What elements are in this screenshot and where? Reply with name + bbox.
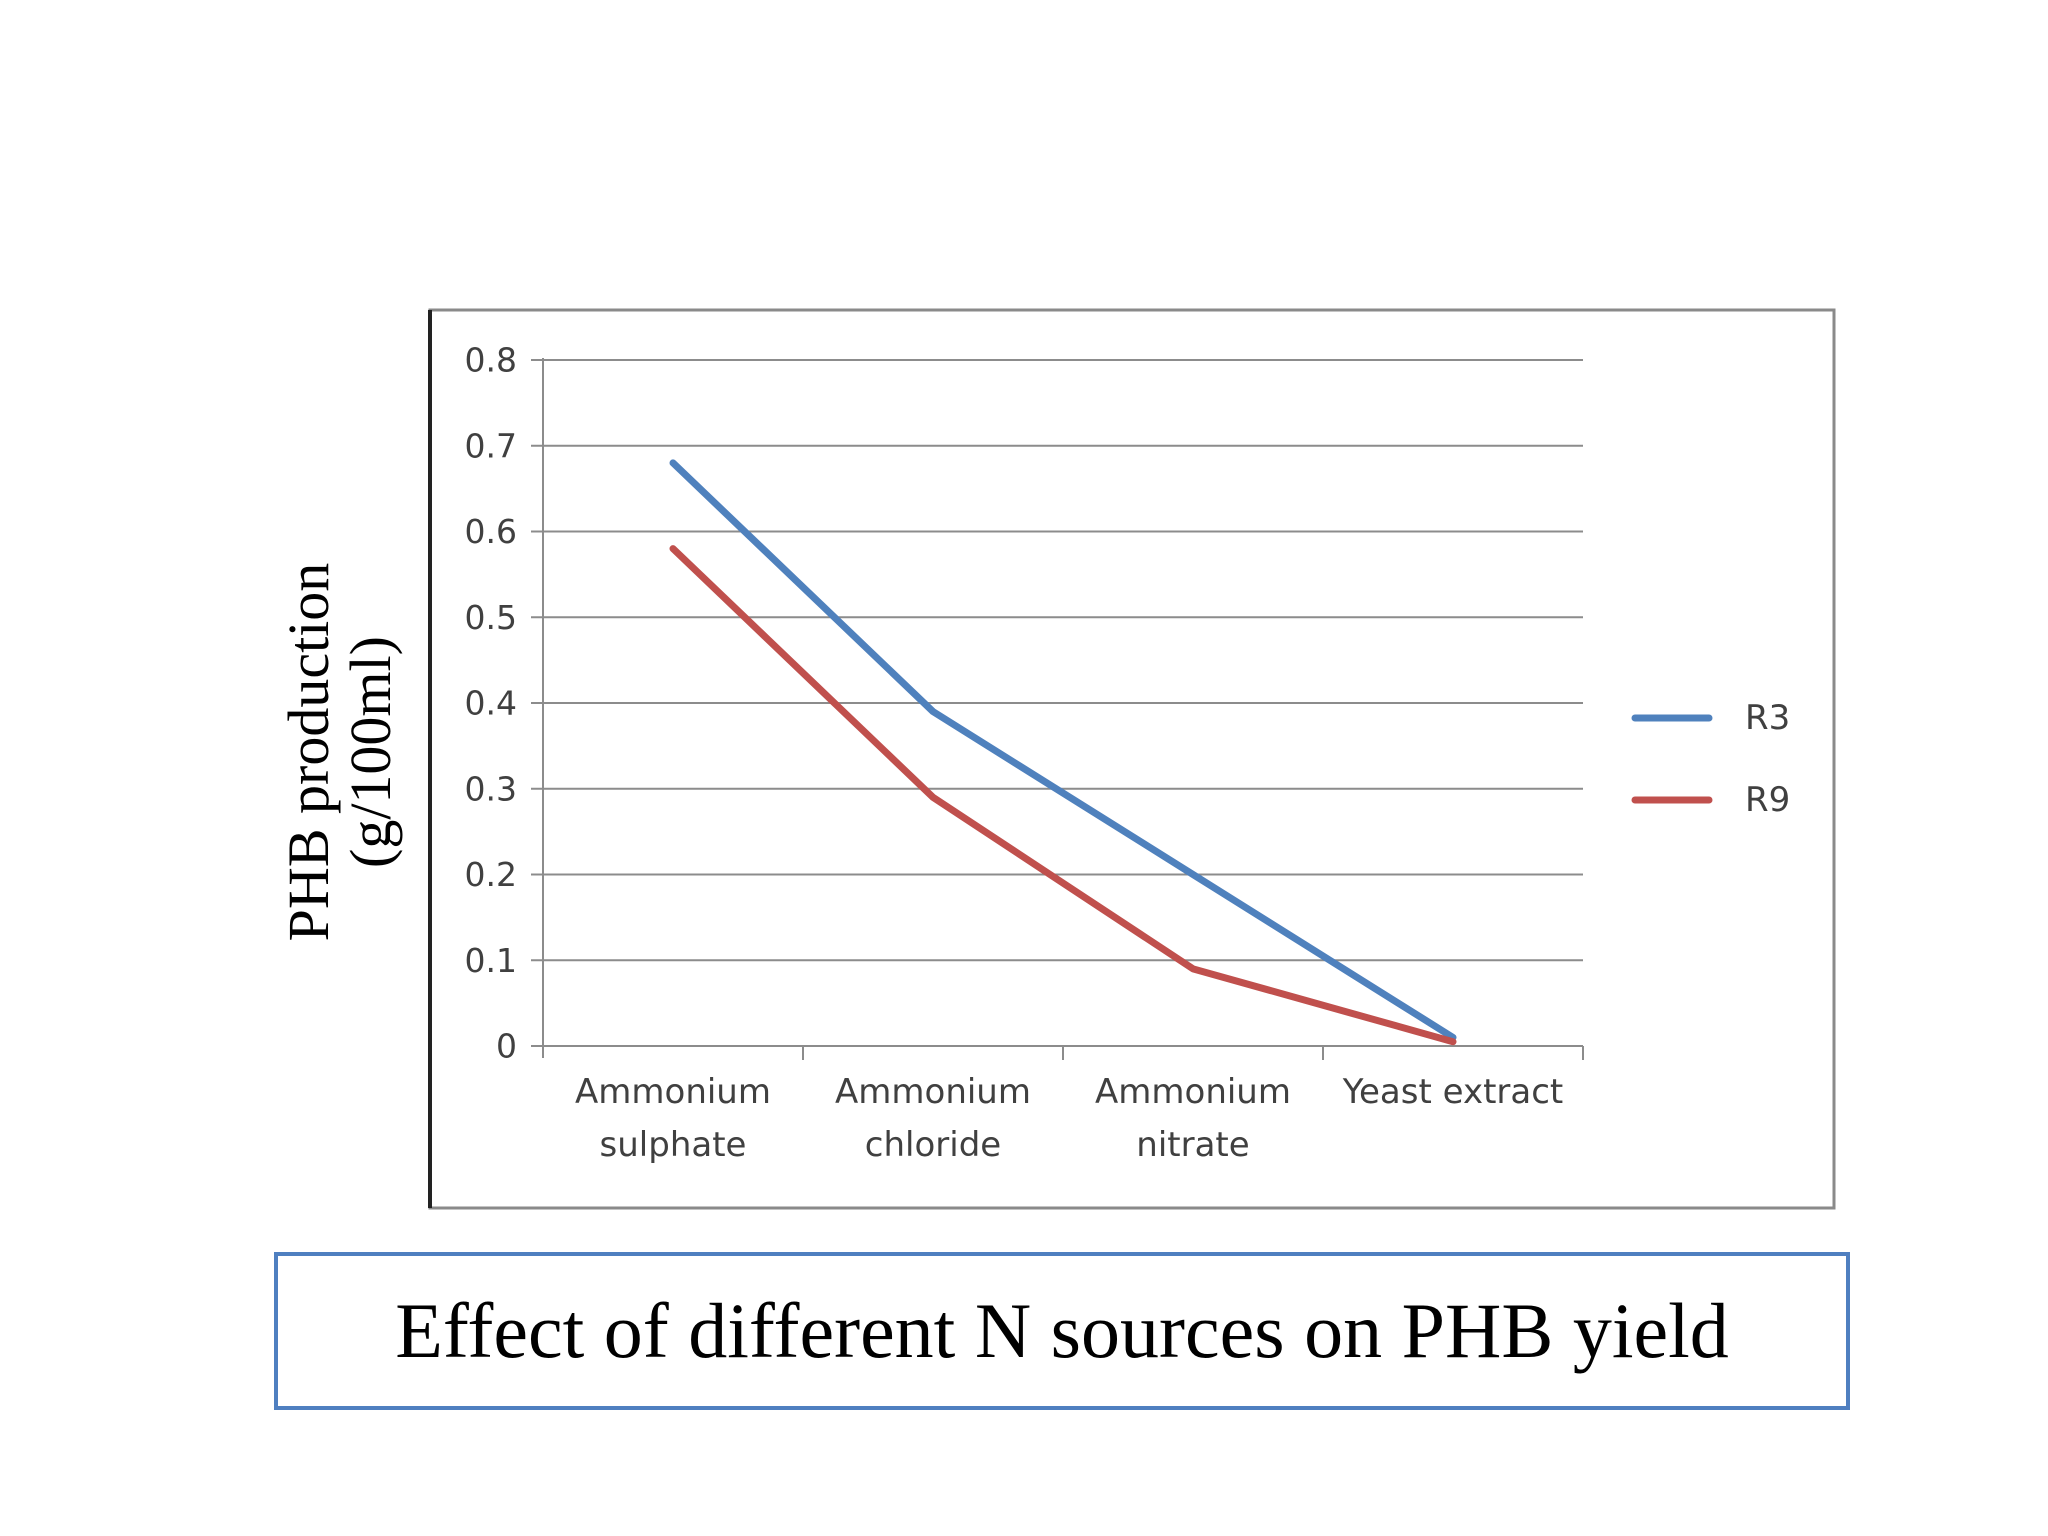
y-tick-label: 0.8 [465, 341, 517, 380]
gridlines [543, 359, 1583, 962]
x-tick-label-line: Ammonium [1095, 1072, 1291, 1112]
y-tick-label: 0.4 [465, 684, 517, 723]
series-lines [669, 459, 1457, 1046]
x-tick-label: Ammonium sulphate [575, 1072, 771, 1165]
x-tick-label-line: Ammonium [835, 1072, 1031, 1112]
x-tick-label-line: sulphate [600, 1125, 747, 1165]
y-tick-label: 0.5 [465, 598, 517, 637]
y-tick-label: 0.3 [465, 769, 517, 808]
x-tick-label: Yeast extract [1342, 1072, 1563, 1112]
y-tick-label: 0.1 [465, 941, 517, 980]
series-line-r3 [669, 459, 1457, 1041]
x-tick-label: Ammonium chloride [835, 1072, 1031, 1165]
x-tick-label-line: Ammonium [575, 1072, 771, 1112]
caption-box: Effect of different N sources on PHB yie… [274, 1252, 1850, 1410]
x-tick-label: Ammonium nitrate [1095, 1072, 1291, 1165]
y-tick-label: 0.7 [465, 426, 517, 465]
legend-label-r9: R9 [1745, 780, 1790, 820]
chart-frame [428, 308, 1836, 1210]
y-tick-label: 0.2 [465, 855, 517, 894]
series-line-r9 [669, 545, 1457, 1046]
y-tick-label: 0 [496, 1027, 517, 1066]
caption: Effect of different N sources on PHB yie… [395, 1287, 1729, 1374]
x-tick-label-line: chloride [865, 1125, 1001, 1165]
x-tick-label-line: nitrate [1136, 1125, 1249, 1165]
legend-label-r3: R3 [1745, 698, 1790, 738]
legend: R3 R9 [1631, 698, 1790, 820]
x-tick-label-line: Yeast extract [1342, 1072, 1563, 1112]
y-tick-label: 0.6 [465, 512, 517, 551]
axes: 0 0.1 0.2 0.3 0.4 0.5 0.6 0.7 0.8 Ammonium sulphat… [465, 341, 1584, 1165]
